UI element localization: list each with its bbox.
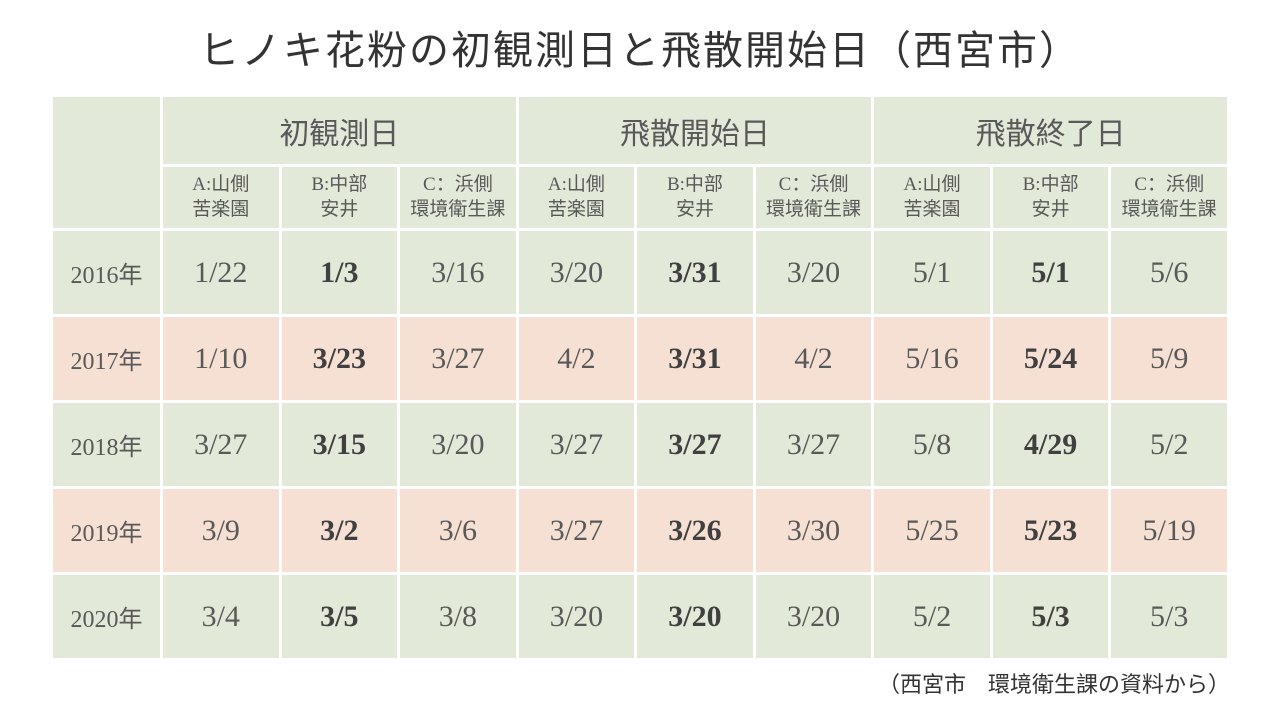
- data-cell: 5/25: [873, 488, 992, 574]
- table-row: 2018年3/273/153/203/273/273/275/84/295/2: [52, 402, 1229, 488]
- data-cell: 5/2: [1110, 402, 1229, 488]
- data-cell: 3/20: [399, 402, 518, 488]
- data-cell: 3/31: [636, 316, 755, 402]
- data-cell: 4/2: [754, 316, 873, 402]
- data-cell: 3/8: [399, 574, 518, 660]
- data-cell: 3/9: [162, 488, 281, 574]
- data-cell: 3/20: [636, 574, 755, 660]
- data-cell: 3/27: [517, 402, 636, 488]
- corner-cell: [52, 96, 162, 230]
- header-group-row: 初観測日 飛散開始日 飛散終了日: [52, 96, 1229, 166]
- data-cell: 3/16: [399, 230, 518, 316]
- data-cell: 3/23: [280, 316, 399, 402]
- sub-header: B:中部安井: [636, 166, 755, 230]
- sub-header: C：浜側環境衛生課: [754, 166, 873, 230]
- data-cell: 5/1: [991, 230, 1110, 316]
- data-cell: 5/3: [991, 574, 1110, 660]
- data-cell: 3/27: [754, 402, 873, 488]
- page-title: ヒノキ花粉の初観測日と飛散開始日（西宮市）: [199, 18, 1081, 76]
- data-cell: 3/27: [162, 402, 281, 488]
- sub-header: A:山側苦楽園: [873, 166, 992, 230]
- header-sub-row: A:山側苦楽園B:中部安井C：浜側環境衛生課A:山側苦楽園B:中部安井C：浜側環…: [52, 166, 1229, 230]
- data-cell: 3/6: [399, 488, 518, 574]
- data-cell: 5/1: [873, 230, 992, 316]
- sub-header: A:山側苦楽園: [162, 166, 281, 230]
- data-cell: 4/29: [991, 402, 1110, 488]
- data-cell: 3/27: [636, 402, 755, 488]
- data-cell: 3/30: [754, 488, 873, 574]
- data-cell: 5/19: [1110, 488, 1229, 574]
- sub-header: A:山側苦楽園: [517, 166, 636, 230]
- data-cell: 3/5: [280, 574, 399, 660]
- year-cell: 2020年: [52, 574, 162, 660]
- group-header-start: 飛散開始日: [517, 96, 873, 166]
- table-row: 2019年3/93/23/63/273/263/305/255/235/19: [52, 488, 1229, 574]
- data-cell: 4/2: [517, 316, 636, 402]
- year-cell: 2016年: [52, 230, 162, 316]
- sub-header: B:中部安井: [991, 166, 1110, 230]
- data-cell: 3/20: [517, 574, 636, 660]
- data-cell: 5/8: [873, 402, 992, 488]
- pollen-table: 初観測日 飛散開始日 飛散終了日 A:山側苦楽園B:中部安井C：浜側環境衛生課A…: [50, 94, 1230, 661]
- sub-header: C：浜側環境衛生課: [399, 166, 518, 230]
- table-row: 2017年1/103/233/274/23/314/25/165/245/9: [52, 316, 1229, 402]
- group-header-first-obs: 初観測日: [162, 96, 518, 166]
- data-cell: 5/9: [1110, 316, 1229, 402]
- data-cell: 3/20: [754, 230, 873, 316]
- data-cell: 3/27: [517, 488, 636, 574]
- data-cell: 3/31: [636, 230, 755, 316]
- year-cell: 2019年: [52, 488, 162, 574]
- sub-header: C：浜側環境衛生課: [1110, 166, 1229, 230]
- data-cell: 5/3: [1110, 574, 1229, 660]
- data-cell: 3/20: [754, 574, 873, 660]
- data-cell: 5/6: [1110, 230, 1229, 316]
- data-cell: 5/16: [873, 316, 992, 402]
- year-cell: 2018年: [52, 402, 162, 488]
- data-cell: 1/22: [162, 230, 281, 316]
- data-cell: 1/10: [162, 316, 281, 402]
- source-note: （西宮市 環境衛生課の資料から）: [50, 667, 1230, 699]
- year-cell: 2017年: [52, 316, 162, 402]
- data-cell: 3/2: [280, 488, 399, 574]
- data-cell: 3/15: [280, 402, 399, 488]
- group-header-end: 飛散終了日: [873, 96, 1229, 166]
- data-cell: 5/2: [873, 574, 992, 660]
- sub-header: B:中部安井: [280, 166, 399, 230]
- data-cell: 5/24: [991, 316, 1110, 402]
- table-row: 2016年1/221/33/163/203/313/205/15/15/6: [52, 230, 1229, 316]
- table-row: 2020年3/43/53/83/203/203/205/25/35/3: [52, 574, 1229, 660]
- data-cell: 3/4: [162, 574, 281, 660]
- data-cell: 3/20: [517, 230, 636, 316]
- data-cell: 1/3: [280, 230, 399, 316]
- data-cell: 3/26: [636, 488, 755, 574]
- data-cell: 5/23: [991, 488, 1110, 574]
- data-cell: 3/27: [399, 316, 518, 402]
